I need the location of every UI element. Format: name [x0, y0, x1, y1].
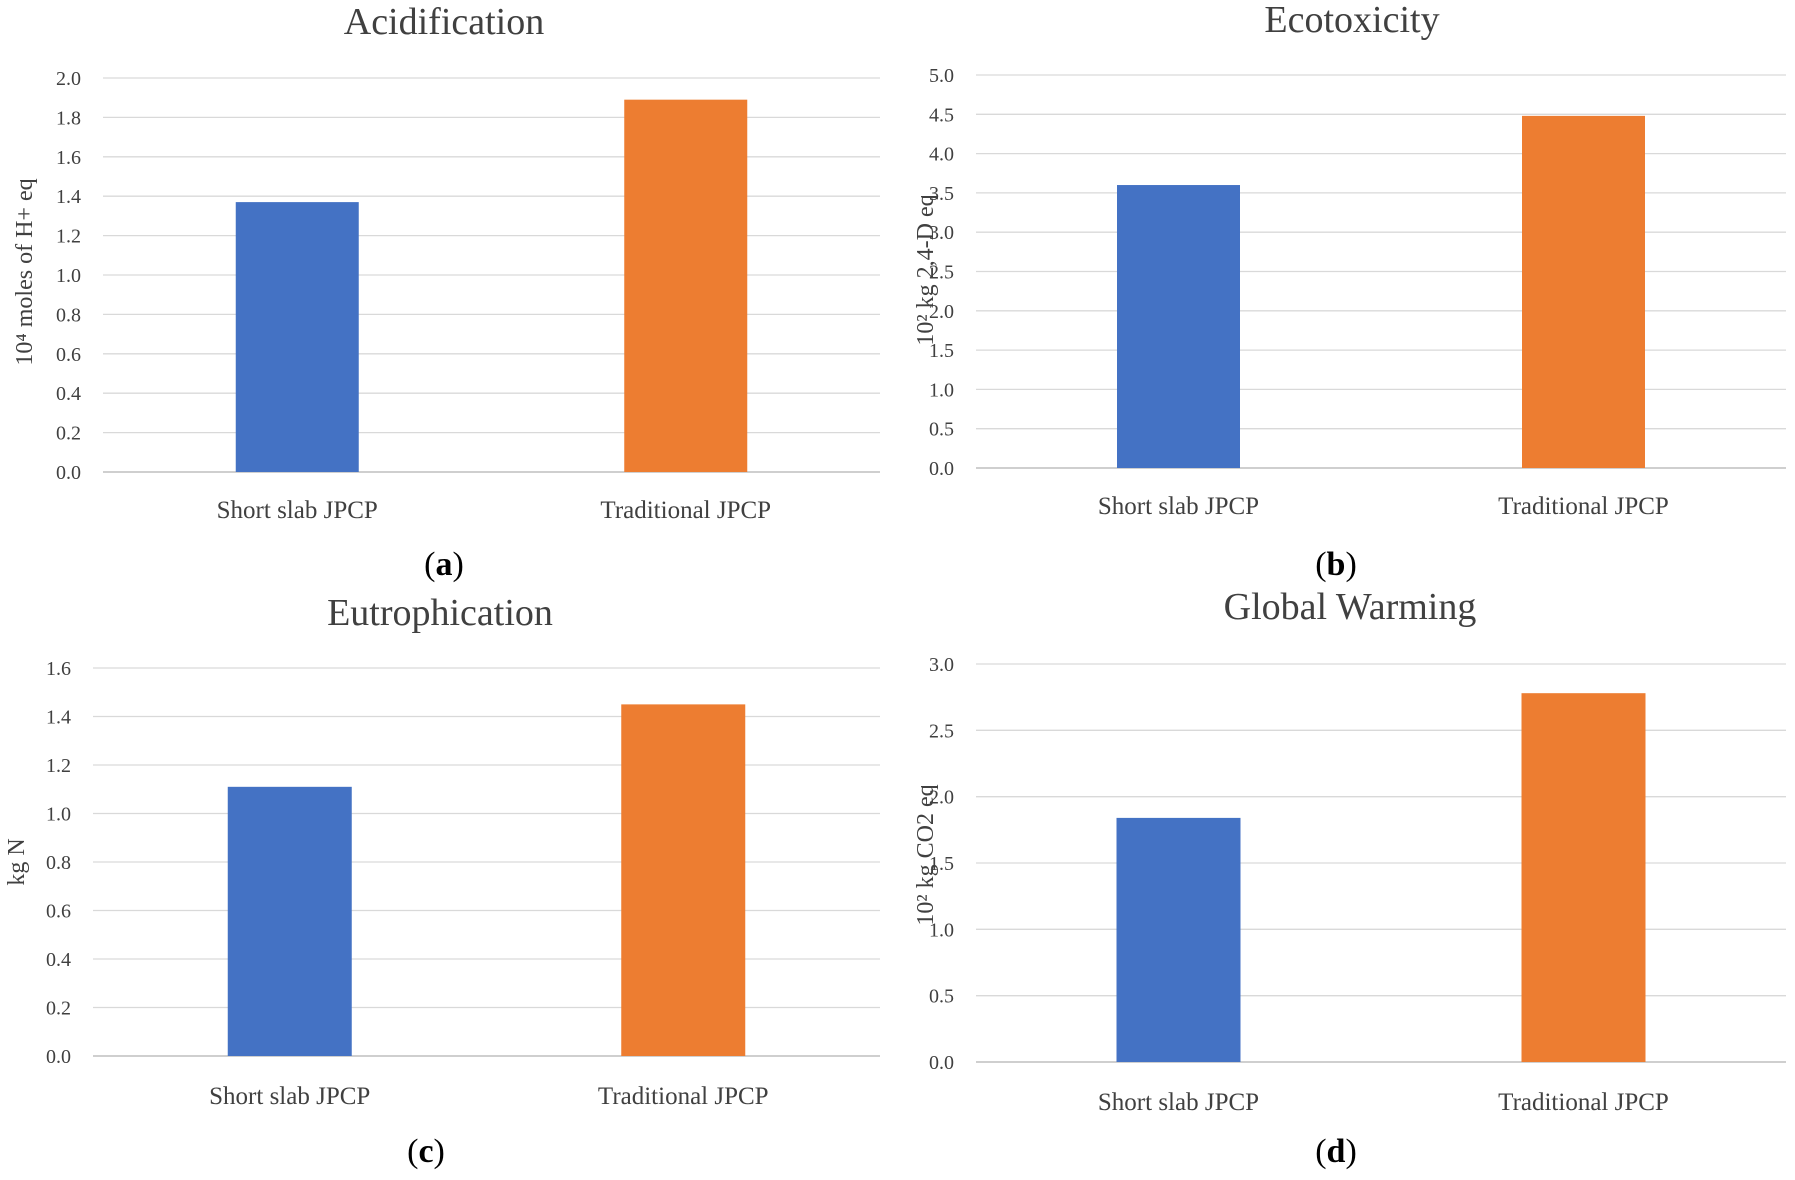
chart-title: Acidification	[344, 1, 544, 43]
y-tick-label: 1.6	[46, 658, 71, 680]
panel-letter: b	[1327, 546, 1346, 583]
y-tick-label: 0.6	[46, 901, 71, 923]
x-category-label: Traditional JPCP	[1498, 1089, 1669, 1116]
y-tick-label: 3.0	[929, 654, 954, 676]
bar-short-slab	[1117, 185, 1240, 469]
x-category-label: Traditional JPCP	[1498, 493, 1669, 520]
y-tick-label: 1.8	[56, 107, 81, 129]
y-tick-label: 2.0	[56, 68, 81, 90]
panel-caption: (b)	[1315, 546, 1357, 583]
y-tick-label: 1.0	[929, 379, 954, 401]
panel-letter: a	[436, 546, 453, 583]
plot-area: 0.0 0.5 1.0 1.5 2.0 2.5 3.0 Short slab JPCP Trad…	[929, 654, 1786, 1116]
chart-panel-b: Ecotoxicity 10² kg 2,4-D eq 0.0 0.5 1.0 1.5…	[913, 0, 1786, 583]
panel-caption: (c)	[407, 1133, 445, 1170]
y-tick-label: 0.6	[56, 344, 81, 366]
y-tick-label: 0.0	[46, 1046, 71, 1068]
y-tick-label: 1.0	[56, 265, 81, 287]
bar-short-slab	[1116, 817, 1241, 1062]
bar-short-slab	[227, 786, 352, 1056]
x-category-label: Traditional JPCP	[598, 1083, 769, 1110]
y-tick-label: 0.2	[56, 423, 81, 445]
chart-title: Eutrophication	[327, 592, 553, 634]
bar-traditional	[1522, 115, 1645, 468]
y-tick-label: 1.0	[46, 804, 71, 826]
y-tick-label: 4.5	[929, 104, 954, 126]
y-tick-label: 0.5	[929, 419, 954, 441]
y-tick-label: 0.0	[929, 1052, 954, 1074]
y-tick-label: 1.4	[56, 186, 81, 208]
y-tick-label: 1.4	[46, 707, 71, 729]
y-tick-label: 1.2	[56, 226, 81, 248]
y-tick-label: 3.0	[929, 222, 954, 244]
y-tick-label: 2.5	[929, 262, 954, 284]
y-tick-label: 2.5	[929, 720, 954, 742]
y-axis-label: kg N	[4, 838, 30, 885]
x-category-label: Short slab JPCP	[217, 497, 378, 524]
panel-letter: d	[1327, 1133, 1346, 1170]
y-tick-label: 0.8	[56, 304, 81, 326]
plot-area: 0.0 0.2 0.4 0.6 0.8 1.0 1.2 1.4 1.6 Short slab JP…	[46, 658, 880, 1110]
y-tick-label: 1.5	[929, 340, 954, 362]
y-tick-label: 0.0	[929, 458, 954, 480]
chart-panel-c: Eutrophication kg N 0.0 0.2 0.4 0.6 0.8 1.0 1.…	[4, 592, 880, 1170]
chart-title: Ecotoxicity	[1264, 0, 1439, 41]
y-tick-label: 0.0	[56, 462, 81, 484]
chart-panel-d: Global Warming 10² kg CO2 eq 0.0 0.5 1.0 1.…	[913, 590, 1786, 1170]
bar-traditional	[624, 99, 748, 473]
y-tick-label: 2.0	[929, 787, 954, 809]
bar-short-slab	[235, 202, 359, 473]
chart-panel-a: Acidification 10⁴ moles of H+ eq 0.00.20…	[12, 1, 880, 583]
y-tick-label: 0.2	[46, 998, 71, 1020]
y-tick-label: 0.4	[46, 949, 71, 971]
y-tick-label: 1.0	[929, 919, 954, 941]
y-tick-label: 3.5	[929, 183, 954, 205]
y-tick-label: 0.4	[56, 383, 81, 405]
x-category-label: Traditional JPCP	[600, 497, 771, 524]
y-tick-label: 0.8	[46, 852, 71, 874]
bar-traditional	[1521, 693, 1646, 1062]
y-tick-label: 1.5	[929, 853, 954, 875]
y-axis-label: 10² kg CO2 eq	[913, 784, 939, 925]
plot-area: 0.0 0.2 0.4 0.6 0.8 1.0 1.2 1.4 1.6 1.8 2.0 Short s…	[56, 68, 880, 524]
plot-area: 0.0 0.5 1.0 1.5 2.0 2.5 3.0 3.5 4.0 4.5 5.0 Short s…	[929, 65, 1786, 520]
y-axis-label: 10² kg 2,4-D eq	[913, 194, 939, 345]
panel-caption: (d)	[1315, 1133, 1357, 1170]
y-tick-label: 2.0	[929, 301, 954, 323]
x-category-label: Short slab JPCP	[1098, 1089, 1259, 1116]
bar-traditional	[621, 704, 746, 1056]
panel-caption: (a)	[424, 546, 464, 583]
y-axis-label: 10⁴ moles of H+ eq	[12, 178, 38, 365]
y-tick-label: 4.0	[929, 144, 954, 166]
x-category-label: Short slab JPCP	[209, 1083, 370, 1110]
panel-letter: c	[418, 1133, 433, 1170]
y-tick-label: 5.0	[929, 65, 954, 87]
chart-title: Global Warming	[1224, 590, 1477, 628]
x-category-label: Short slab JPCP	[1098, 493, 1259, 520]
y-tick-label: 1.2	[46, 755, 71, 777]
y-tick-label: 1.6	[56, 147, 81, 169]
y-tick-label: 0.5	[929, 986, 954, 1008]
